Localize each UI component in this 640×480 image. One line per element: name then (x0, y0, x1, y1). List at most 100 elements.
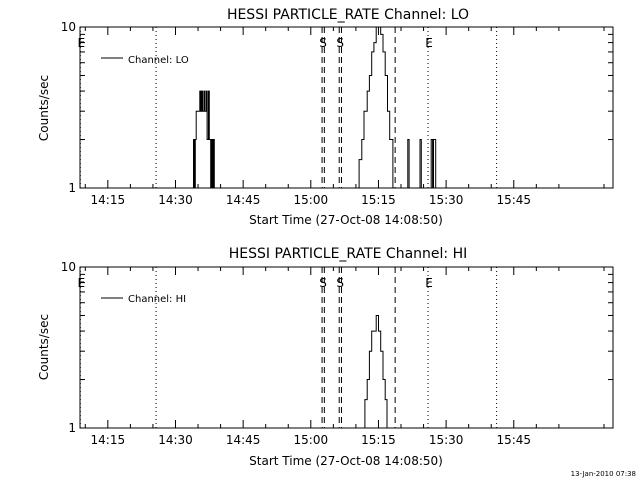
lo-data-point (361, 139, 363, 140)
lo-event-marker-label: E (78, 36, 86, 50)
lo-x-tick-label: 15:30 (429, 193, 464, 207)
lo-data-point (194, 139, 196, 140)
lo-data-point (373, 42, 375, 43)
lo-data-point (210, 187, 212, 189)
lo-data-point (213, 187, 215, 189)
lo-data-point (371, 51, 373, 53)
lo-data-point (363, 110, 365, 112)
lo-data-point (204, 110, 206, 112)
hi-channel-panel: HESSI PARTICLE_RATE Channel: HI Counts/s… (37, 246, 614, 468)
hi-y-tick-label: 1 (68, 421, 76, 435)
lo-data-point (430, 139, 432, 140)
lo-series-line (193, 26, 437, 189)
lo-x-tick-label: 15:45 (496, 193, 531, 207)
lo-event-marker-label: S (319, 36, 327, 50)
lo-channel-panel: HESSI PARTICLE_RATE Channel: LO Counts/s… (37, 7, 614, 227)
hi-data-point (362, 427, 364, 429)
hi-event-marker-label: S (319, 276, 327, 290)
lo-data-point (369, 75, 370, 76)
lo-plot-frame (79, 26, 614, 189)
hi-data-point (364, 399, 366, 400)
lo-x-tick-label: 15:00 (294, 193, 329, 207)
hi-plot-frame (79, 266, 614, 429)
hi-x-axis-label: Start Time (27-Oct-08 14:08:50) (249, 454, 443, 468)
hi-data-point (380, 350, 382, 352)
lo-data-point (205, 90, 207, 92)
lo-data-point (375, 26, 377, 28)
hi-x-tick-label: 14:30 (158, 433, 193, 447)
lo-data-point (432, 187, 433, 189)
lo-data-point (197, 110, 199, 112)
hi-y-axis-label: Counts/sec (37, 314, 51, 380)
hi-legend-label: Channel: HI (128, 294, 186, 305)
lo-data-point (213, 139, 214, 140)
hi-x-tick-label: 15:00 (294, 433, 329, 447)
hi-event-marker-label: E (425, 276, 433, 290)
lo-data-point (408, 187, 410, 189)
lo-x-tick-label: 14:45 (226, 193, 261, 207)
generation-timestamp: 13-Jan-2010 07:38 (571, 470, 636, 478)
lo-data-point (201, 90, 203, 92)
lo-data-point (434, 139, 436, 140)
lo-data-point (208, 139, 210, 140)
lo-data-point (387, 110, 388, 112)
lo-data-point (202, 110, 203, 112)
lo-data-point (358, 159, 360, 161)
hi-data-point (386, 427, 388, 429)
hi-chart-title: HESSI PARTICLE_RATE Channel: HI (229, 246, 467, 262)
lo-data-point (200, 110, 202, 112)
lo-data-point (380, 34, 382, 35)
hi-x-tick-label: 15:45 (496, 433, 531, 447)
lo-data-point (382, 51, 384, 53)
hi-data-point (373, 330, 375, 332)
lo-data-point (429, 187, 431, 189)
hi-data-point (375, 315, 377, 316)
lo-data-point (211, 139, 213, 140)
hi-x-tick-label: 15:30 (429, 433, 464, 447)
lo-data-point (366, 90, 368, 92)
lo-x-tick-label: 14:15 (91, 193, 126, 207)
hi-x-tick-label: 14:15 (91, 433, 126, 447)
hi-y-tick-label: 10 (61, 260, 76, 274)
lo-x-tick-label: 15:15 (361, 193, 396, 207)
lo-data-point (407, 139, 409, 140)
lo-data-point (195, 110, 197, 112)
hi-data-point (378, 330, 379, 332)
hi-data-point (384, 399, 386, 400)
lo-data-point (419, 139, 421, 140)
lo-data-point (435, 187, 437, 189)
lo-data-point (433, 139, 434, 140)
lo-data-point (355, 187, 357, 189)
lo-data-point (392, 187, 394, 189)
lo-data-point (384, 75, 386, 76)
lo-event-marker-label: S (336, 36, 344, 50)
hi-event-marker-label: E (78, 276, 86, 290)
lo-data-point (418, 187, 420, 189)
lo-data-point (208, 90, 209, 92)
lo-data-point (193, 139, 194, 140)
hi-x-tick-label: 15:15 (361, 433, 396, 447)
lo-y-tick-label: 1 (68, 181, 76, 195)
lo-data-point (192, 187, 194, 189)
lo-data-point (406, 187, 408, 189)
hi-data-point (371, 330, 373, 332)
lo-data-point (420, 187, 422, 189)
lo-x-axis-label: Start Time (27-Oct-08 14:08:50) (249, 213, 443, 227)
lo-data-point (389, 139, 391, 140)
lo-data-point (199, 90, 201, 92)
lo-chart-title: HESSI PARTICLE_RATE Channel: LO (227, 7, 469, 23)
lo-data-point (203, 90, 205, 92)
lo-y-tick-label: 10 (61, 20, 76, 34)
hi-data-point (369, 350, 370, 352)
lo-data-point (212, 187, 213, 189)
hi-series-line (363, 315, 388, 429)
hi-x-tick-label: 14:45 (226, 433, 261, 447)
hi-data-point (366, 379, 368, 380)
hi-data-point (382, 379, 384, 380)
lo-y-axis-label: Counts/sec (37, 75, 51, 141)
lo-x-tick-label: 14:30 (158, 193, 193, 207)
lo-legend-label: Channel: LO (128, 55, 189, 66)
lo-data-point (378, 26, 379, 28)
lo-data-point (206, 139, 208, 140)
